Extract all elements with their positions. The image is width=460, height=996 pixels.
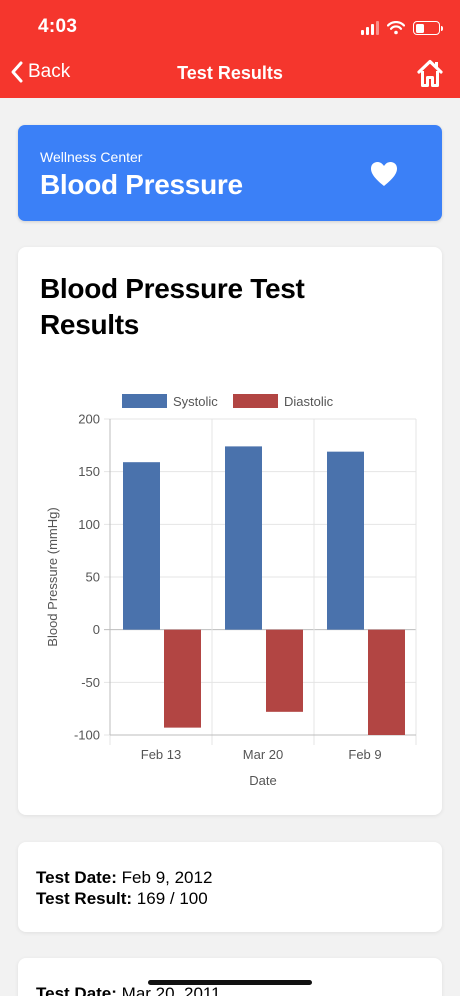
wellness-title: Blood Pressure bbox=[40, 169, 243, 200]
legend-label-diastolic: Diastolic bbox=[284, 394, 334, 409]
wellness-header-card: Wellness Center Blood Pressure bbox=[18, 125, 442, 221]
result-date-line: Test Date: Mar 20, 2011 bbox=[36, 984, 221, 996]
chart-card: Blood Pressure Test Results 200 150 100 50 0… bbox=[18, 247, 442, 815]
home-indicator bbox=[148, 980, 312, 985]
y-tick-label: 50 bbox=[86, 570, 100, 585]
result-value-line: Test Result: 169 / 100 bbox=[36, 889, 208, 909]
y-tick-label: 0 bbox=[93, 622, 100, 637]
x-tick-label: Feb 13 bbox=[141, 747, 181, 762]
legend-label-systolic: Systolic bbox=[173, 394, 218, 409]
blood-pressure-chart: 200 150 100 50 0 -50 -100 Feb 13 Mar 20 Feb 9 Date… bbox=[45, 394, 417, 788]
test-date-value: Mar 20, 2011 bbox=[121, 984, 221, 996]
bar-systolic bbox=[123, 462, 160, 630]
x-tick-label: Feb 9 bbox=[348, 747, 381, 762]
x-tick-label: Mar 20 bbox=[243, 747, 283, 762]
y-axis-label: Blood Pressure (mmHg) bbox=[45, 507, 60, 646]
signal-icon bbox=[361, 21, 379, 35]
test-date-value: Feb 9, 2012 bbox=[121, 868, 213, 887]
y-tick-label: 100 bbox=[78, 517, 100, 532]
wifi-icon bbox=[387, 21, 405, 35]
bar-diastolic bbox=[266, 629, 303, 712]
bar-diastolic bbox=[368, 629, 405, 735]
x-axis-label: Date bbox=[249, 773, 276, 788]
test-date-label: Test Date: bbox=[36, 984, 117, 996]
chevron-left-icon bbox=[11, 61, 23, 83]
page-title: Test Results bbox=[177, 63, 283, 83]
battery-icon bbox=[413, 21, 443, 35]
result-card[interactable]: Test Date: Mar 20, 2011 bbox=[18, 958, 442, 996]
result-card[interactable]: Test Date: Feb 9, 2012 Test Result: 169 … bbox=[18, 842, 442, 932]
bar-systolic bbox=[225, 446, 262, 630]
y-tick-label: 150 bbox=[78, 464, 100, 479]
status-time: 4:03 bbox=[38, 16, 78, 37]
chart-heading: Blood Pressure Test Results bbox=[40, 273, 305, 340]
heart-icon bbox=[371, 162, 397, 186]
y-tick-label: -100 bbox=[74, 728, 100, 743]
home-icon[interactable] bbox=[416, 58, 444, 88]
y-tick-label: -50 bbox=[81, 675, 100, 690]
status-icons bbox=[361, 18, 443, 38]
top-bar: 4:03 Back Test Results bbox=[0, 0, 460, 98]
test-result-label: Test Result: bbox=[36, 889, 133, 908]
result-date-line: Test Date: Feb 9, 2012 bbox=[36, 868, 212, 888]
y-tick-label: 200 bbox=[78, 412, 100, 427]
test-result-value: 169 / 100 bbox=[136, 889, 208, 908]
back-button[interactable]: Back bbox=[10, 60, 70, 84]
legend-swatch-systolic bbox=[122, 394, 167, 408]
bar-systolic bbox=[327, 451, 364, 630]
legend-swatch-diastolic bbox=[233, 394, 278, 408]
test-date-label: Test Date: bbox=[36, 868, 117, 887]
back-label: Back bbox=[28, 61, 71, 82]
bar-diastolic bbox=[164, 629, 201, 728]
wellness-subtitle: Wellness Center bbox=[40, 149, 143, 165]
